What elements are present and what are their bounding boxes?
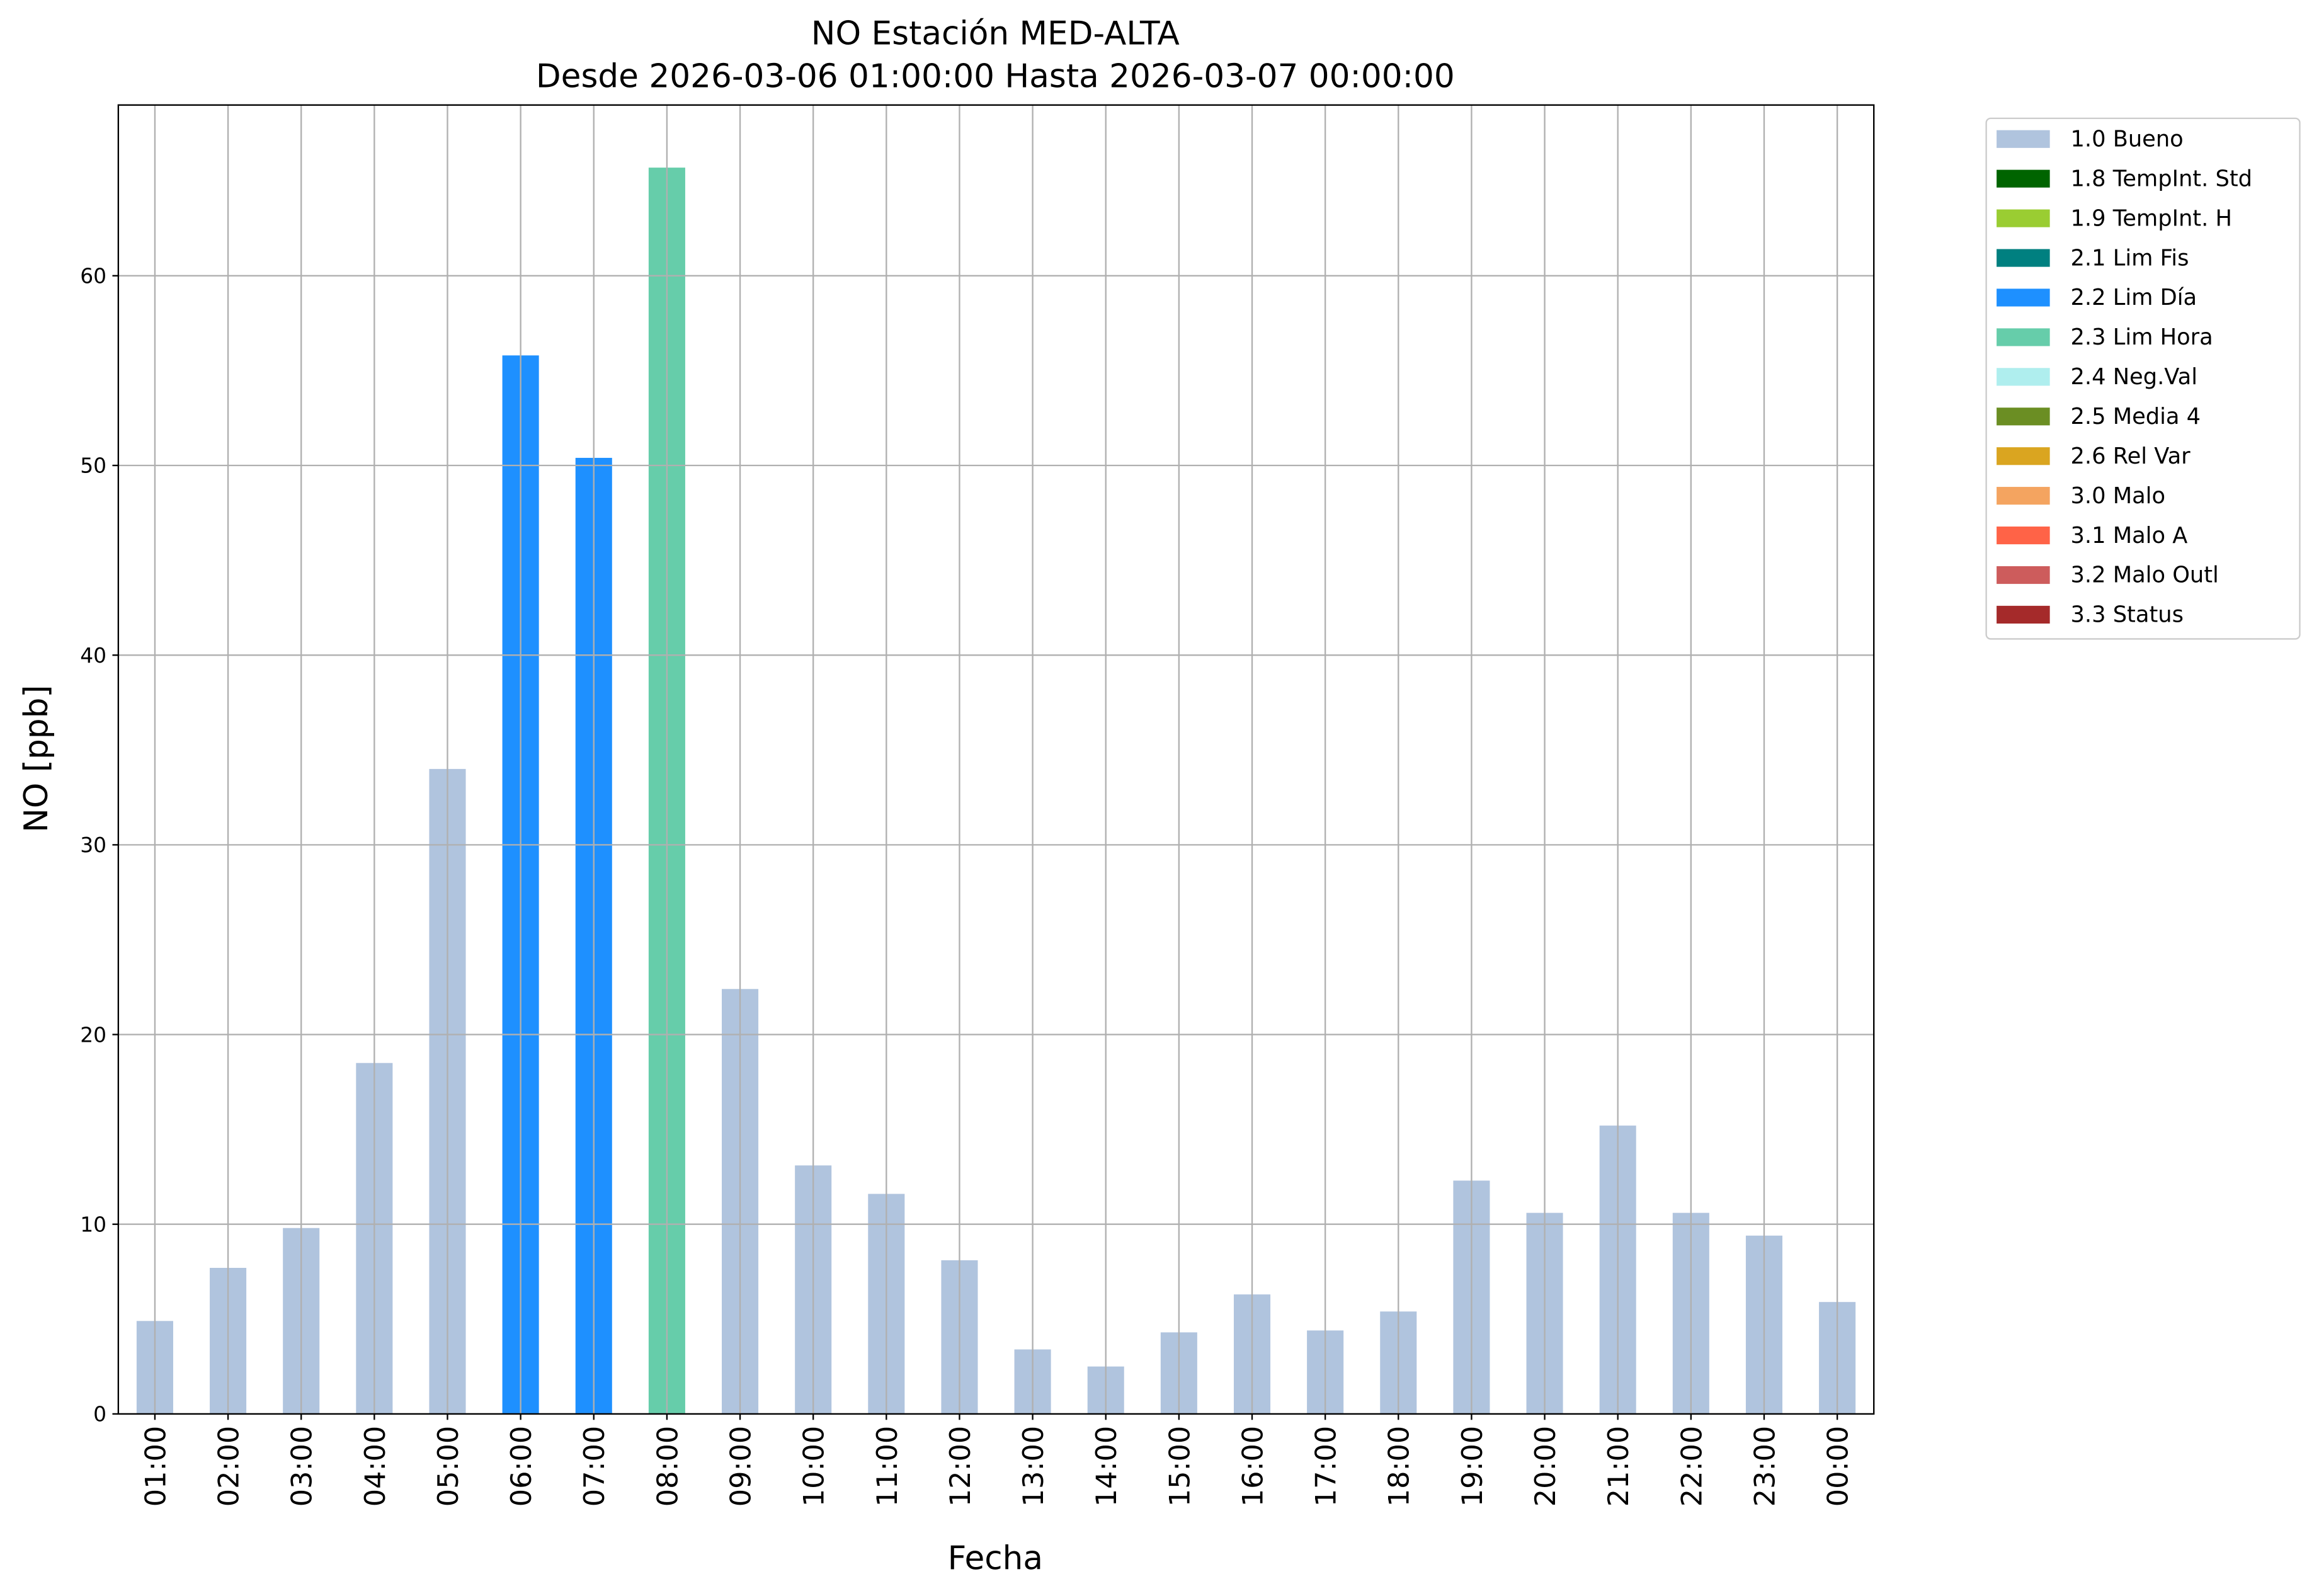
legend-swatch xyxy=(1997,249,2050,267)
legend-swatch xyxy=(1997,368,2050,386)
legend-label: 3.2 Malo Outl xyxy=(2071,562,2219,588)
legend-label: 3.3 Status xyxy=(2071,602,2184,628)
legend-label: 2.4 Neg.Val xyxy=(2071,364,2198,390)
x-tick-label: 02:00 xyxy=(213,1426,246,1507)
x-tick-label: 13:00 xyxy=(1017,1426,1050,1507)
x-tick-label: 16:00 xyxy=(1236,1426,1269,1507)
legend-swatch xyxy=(1997,408,2050,426)
legend-swatch xyxy=(1997,328,2050,346)
x-tick-label: 08:00 xyxy=(651,1426,684,1507)
x-tick-label: 04:00 xyxy=(359,1426,392,1507)
x-tick-label: 05:00 xyxy=(432,1426,465,1507)
legend-box xyxy=(1985,117,2301,640)
legend-label: 1.0 Bueno xyxy=(2071,126,2184,152)
x-tick-label: 00:00 xyxy=(1822,1426,1855,1507)
x-tick-label: 23:00 xyxy=(1748,1426,1781,1507)
y-axis-label: NO [ppb] xyxy=(18,685,55,832)
y-tick-label: 60 xyxy=(80,264,106,288)
y-tick-label: 40 xyxy=(80,643,106,668)
x-tick-label: 20:00 xyxy=(1529,1426,1562,1507)
legend-swatch xyxy=(1997,605,2050,624)
legend-label: 1.9 TempInt. H xyxy=(2071,205,2232,231)
legend-swatch xyxy=(1997,526,2050,545)
y-tick-label: 10 xyxy=(80,1212,106,1236)
legend-label: 1.8 TempInt. Std xyxy=(2071,166,2252,191)
x-tick-label: 03:00 xyxy=(286,1426,319,1507)
legend-swatch xyxy=(1997,209,2050,227)
x-tick-label: 07:00 xyxy=(578,1426,611,1507)
y-tick-label: 30 xyxy=(80,833,106,857)
x-tick-label: 01:00 xyxy=(139,1426,172,1507)
x-tick-label: 19:00 xyxy=(1456,1426,1489,1507)
y-tick-label: 20 xyxy=(80,1022,106,1047)
x-tick-label: 21:00 xyxy=(1602,1426,1635,1507)
legend-label: 2.3 Lim Hora xyxy=(2071,324,2213,350)
legend-label: 3.1 Malo A xyxy=(2071,523,2188,549)
legend-label: 2.5 Media 4 xyxy=(2071,404,2201,430)
legend-label: 2.2 Lim Día xyxy=(2071,285,2197,311)
x-tick-label: 06:00 xyxy=(505,1426,538,1507)
x-tick-label: 12:00 xyxy=(944,1426,977,1507)
x-tick-label: 11:00 xyxy=(871,1426,904,1507)
x-axis-label: Fecha xyxy=(948,1539,1043,1577)
legend-label: 2.6 Rel Var xyxy=(2071,443,2191,469)
chart-title: NO Estación MED-ALTA xyxy=(811,14,1180,52)
x-tick-label: 18:00 xyxy=(1383,1426,1416,1507)
x-tick-label: 22:00 xyxy=(1675,1426,1708,1507)
legend-label: 3.0 Malo xyxy=(2071,483,2166,509)
x-tick-label: 14:00 xyxy=(1090,1426,1123,1507)
legend-swatch xyxy=(1997,447,2050,465)
x-tick-label: 10:00 xyxy=(798,1426,831,1507)
y-tick-label: 50 xyxy=(80,453,106,478)
x-tick-label: 09:00 xyxy=(724,1426,757,1507)
plot-frame xyxy=(117,104,1875,1415)
legend-swatch xyxy=(1997,130,2050,148)
chart-subtitle: Desde 2026-03-06 01:00:00 Hasta 2026-03-… xyxy=(536,58,1455,96)
legend-swatch xyxy=(1997,288,2050,307)
x-tick-label: 15:00 xyxy=(1163,1426,1196,1507)
legend-swatch xyxy=(1997,566,2050,584)
y-tick-label: 0 xyxy=(93,1402,106,1427)
legend-swatch xyxy=(1997,169,2050,188)
legend-swatch xyxy=(1997,487,2050,505)
legend-label: 2.1 Lim Fis xyxy=(2071,245,2189,271)
x-tick-label: 17:00 xyxy=(1310,1426,1343,1507)
